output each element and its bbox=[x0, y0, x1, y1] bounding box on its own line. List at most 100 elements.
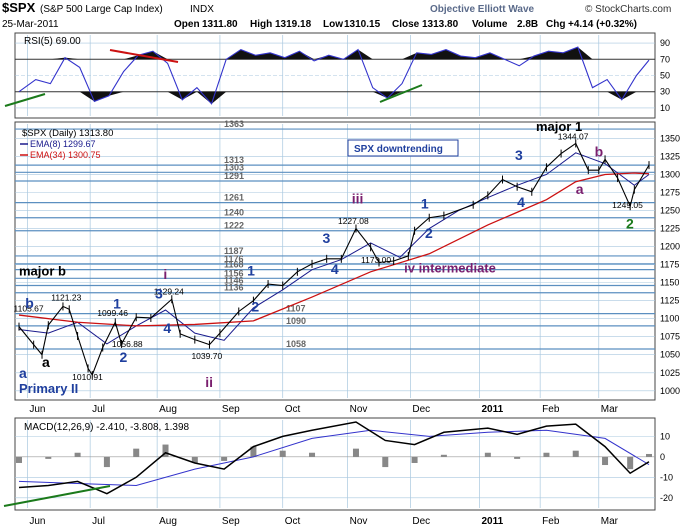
level-label-1146: 1146 bbox=[224, 276, 244, 286]
rsi-oversold-fill bbox=[19, 91, 649, 104]
macd-hist-bar-20 bbox=[627, 456, 634, 470]
macd-line bbox=[18, 421, 650, 495]
level-label-1261: 1261 bbox=[224, 193, 244, 203]
wave-label-20: 4 bbox=[517, 194, 525, 210]
trend-box-text: SPX downtrending bbox=[354, 144, 443, 155]
x-tick-label-8: Feb bbox=[542, 404, 560, 415]
header-volume-label: Volume bbox=[472, 19, 508, 30]
macd-hist-bar-8 bbox=[250, 446, 257, 457]
macd-green-trendline bbox=[3, 485, 111, 507]
rsi-y-tick-10: 10 bbox=[660, 103, 670, 113]
level-label-1240: 1240 bbox=[224, 208, 244, 218]
macd-y-tick--20: -20 bbox=[660, 493, 673, 503]
macd-title: MACD(12,26,9) -2.410, -3.808, 1.398 bbox=[24, 422, 190, 433]
price-y-tick-7: 1175 bbox=[660, 260, 679, 270]
level-label-1303: 1303 bbox=[224, 162, 244, 172]
rsi-plot bbox=[4, 46, 650, 107]
wave-label-10: ii bbox=[205, 374, 213, 390]
macd-hist-bar-14 bbox=[440, 454, 447, 457]
price-y-tick-14: 1350 bbox=[660, 133, 680, 143]
price-y-tick-8: 1200 bbox=[660, 242, 680, 252]
macd-plot bbox=[3, 421, 652, 507]
price-y-tick-9: 1225 bbox=[660, 224, 680, 234]
macd-hist-bar-0 bbox=[16, 456, 22, 463]
wave-label-6: 2 bbox=[119, 349, 127, 365]
wave-label-22: b bbox=[595, 143, 604, 159]
price-annotation-7: 1227.08 bbox=[338, 216, 369, 226]
price-y-tick-3: 1075 bbox=[660, 332, 680, 342]
wave-label-15: iii bbox=[352, 190, 364, 206]
macd-y-tick-10: 10 bbox=[660, 431, 670, 441]
x-tick-label-bottom-8: Feb bbox=[542, 516, 560, 527]
price-plot bbox=[18, 139, 650, 379]
price-legend-ema8: EMA(8) 1299.67 bbox=[30, 139, 96, 149]
header-symbol: $SPX bbox=[2, 0, 36, 15]
price-y-tick-0: 1000 bbox=[660, 386, 680, 396]
wave-label-8: 4 bbox=[163, 320, 171, 336]
price-annotation-1: 1121.23 bbox=[51, 292, 81, 302]
header-chg-value: +4.14 (+0.32%) bbox=[568, 19, 637, 30]
price-annotation-10: 1249.05 bbox=[612, 200, 643, 210]
header-chg-label: Chg bbox=[546, 19, 565, 30]
macd-hist-bar-1 bbox=[45, 456, 52, 459]
level-label-1291: 1291 bbox=[224, 171, 244, 181]
header-open-value: 1311.80 bbox=[202, 19, 238, 30]
wave-label-2: a bbox=[19, 365, 27, 381]
x-tick-label-bottom-7: 2011 bbox=[481, 516, 503, 527]
price-y-tick-5: 1125 bbox=[660, 296, 679, 306]
x-tick-label-6: Dec bbox=[412, 404, 430, 415]
macd-hist-bar-18 bbox=[572, 450, 579, 457]
macd-hist-bar-12 bbox=[382, 456, 389, 468]
header-brand: Objective Elliott Wave bbox=[430, 4, 535, 15]
level-label-1187: 1187 bbox=[224, 246, 244, 256]
level-label-1136: 1136 bbox=[224, 283, 244, 293]
x-tick-label-2: Aug bbox=[159, 404, 177, 415]
level-label-1058: 1058 bbox=[286, 339, 306, 349]
price-annotation-6: 1039.70 bbox=[191, 351, 222, 361]
header-volume-value: 2.8B bbox=[517, 19, 538, 30]
price-y-tick-13: 1325 bbox=[660, 151, 680, 161]
x-tick-label-4: Oct bbox=[285, 404, 301, 415]
wave-label-21: major 1 bbox=[536, 119, 582, 134]
price-annotation-2: 1099.46 bbox=[97, 308, 128, 318]
macd-hist-bar-15 bbox=[484, 452, 491, 457]
price-annotation-3: 1056.88 bbox=[112, 339, 143, 349]
level-label-1176: 1176 bbox=[224, 254, 244, 264]
wave-label-5: 1 bbox=[113, 296, 121, 312]
x-tick-label-bottom-4: Oct bbox=[285, 516, 301, 527]
macd-hist-bar-17 bbox=[543, 452, 550, 457]
price-y-tick-12: 1300 bbox=[660, 169, 680, 179]
level-label-1107: 1107 bbox=[286, 304, 306, 314]
header-high-value: 1319.18 bbox=[275, 19, 312, 30]
price-panel bbox=[14, 121, 656, 401]
wave-label-16: iv intermediate bbox=[404, 261, 496, 276]
macd-hist-bar-16 bbox=[514, 456, 521, 459]
price-y-tick-2: 1050 bbox=[660, 350, 680, 360]
wave-label-17: 1 bbox=[421, 195, 429, 211]
wave-label-13: 3 bbox=[322, 230, 330, 246]
header-name: (S&P 500 Large Cap Index) bbox=[40, 4, 163, 15]
rsi-y-tick-30: 30 bbox=[660, 87, 670, 97]
x-tick-label-bottom-5: Nov bbox=[350, 516, 368, 527]
x-tick-label-9: Mar bbox=[601, 404, 619, 415]
macd-y-tick--10: -10 bbox=[660, 472, 673, 482]
x-tick-label-bottom-3: Sep bbox=[222, 516, 240, 527]
macd-hist-bar-19 bbox=[602, 456, 609, 466]
wave-label-18: 2 bbox=[425, 225, 433, 241]
header-open-label: Open bbox=[174, 19, 200, 30]
price-y-tick-4: 1100 bbox=[660, 314, 679, 324]
wave-label-19: 3 bbox=[515, 147, 523, 163]
macd-hist-bar-9 bbox=[279, 450, 286, 457]
price-annotation-4: 1010.91 bbox=[72, 372, 103, 382]
level-label-1363: 1363 bbox=[224, 119, 244, 129]
header-close-label: Close bbox=[392, 19, 420, 30]
header-close-value: 1313.80 bbox=[422, 19, 459, 30]
rsi-y-tick-50: 50 bbox=[660, 71, 670, 81]
macd-hist-bar-5 bbox=[162, 444, 169, 457]
price-legend-price: $SPX (Daily) 1313.80 bbox=[22, 128, 113, 139]
rsi-green-trendline-right bbox=[379, 84, 423, 103]
ema34-line bbox=[18, 172, 650, 327]
macd-hist-bar-3 bbox=[103, 456, 110, 468]
rsi-title: RSI(5) 69.00 bbox=[24, 36, 81, 47]
